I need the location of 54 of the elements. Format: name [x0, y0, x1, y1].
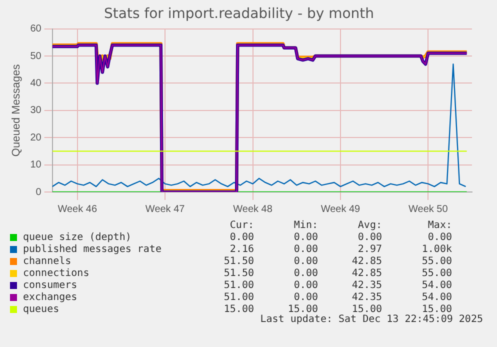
text: Avg:: [356, 220, 382, 232]
text: 15.00: [286, 304, 318, 315]
legend-label: consumers: [23, 280, 78, 291]
text: 0.00: [228, 232, 254, 244]
y-tick-label: 10: [30, 160, 42, 171]
text: 54.00: [420, 292, 452, 304]
y-tick-label: 20: [30, 132, 42, 144]
text: Last update: Sat Dec 13 22:45:09 2025: [260, 314, 483, 325]
legend-label: queue size (depth): [23, 232, 132, 243]
legend-label: connections: [23, 268, 90, 279]
text: 42.35: [350, 292, 382, 304]
text: 2.97: [356, 244, 382, 256]
y-tick-label: 30: [30, 105, 42, 116]
text: 55.00: [420, 268, 452, 280]
x-tick-label: Week 47: [145, 204, 186, 215]
text: 51.00: [222, 280, 254, 292]
text: Min:: [292, 220, 318, 232]
legend-label: published messages rate: [23, 244, 162, 255]
legend-label: queues: [23, 304, 60, 315]
y-tick-label: 50: [30, 50, 42, 62]
text: 0.00: [292, 292, 318, 304]
text: 15.00: [422, 304, 452, 315]
text: 51.00: [222, 292, 254, 304]
y-tick-label: 0: [36, 186, 42, 198]
y-tick-label: 40: [30, 78, 42, 89]
text: 42.85: [350, 256, 382, 268]
text: 55.00: [420, 256, 452, 268]
text: 51.50: [222, 256, 254, 268]
text: 42.85: [350, 268, 382, 280]
x-tick-label: Week 49: [320, 204, 361, 215]
y-tick-label: 60: [30, 24, 42, 35]
chart-title: Stats for import.readability - by month: [104, 6, 374, 22]
text: Cur:: [228, 220, 254, 232]
x-tick-label: Week 48: [233, 204, 273, 215]
text: 51.50: [222, 268, 254, 280]
y-axis-title: Queued Messages: [10, 64, 23, 157]
text: 42.35: [350, 280, 382, 292]
text: 2.16: [228, 244, 254, 256]
text: 0.00: [292, 280, 318, 292]
x-tick-label: Week 50: [408, 204, 448, 215]
text: 15.00: [222, 304, 254, 316]
legend-label: channels: [23, 256, 72, 267]
text: 0.00: [356, 232, 382, 244]
text: Max:: [426, 220, 452, 232]
legend-label: exchanges: [23, 292, 78, 303]
text: 15.00: [352, 304, 382, 315]
text: 0.00: [292, 244, 318, 256]
text: 0.00: [426, 232, 452, 244]
text: 0.00: [292, 268, 318, 280]
text: 0.00: [292, 256, 318, 268]
text: 54.00: [420, 280, 452, 292]
text: 0.00: [292, 232, 318, 244]
text: 1.00k: [420, 244, 452, 256]
x-tick-label: Week 46: [58, 204, 98, 215]
